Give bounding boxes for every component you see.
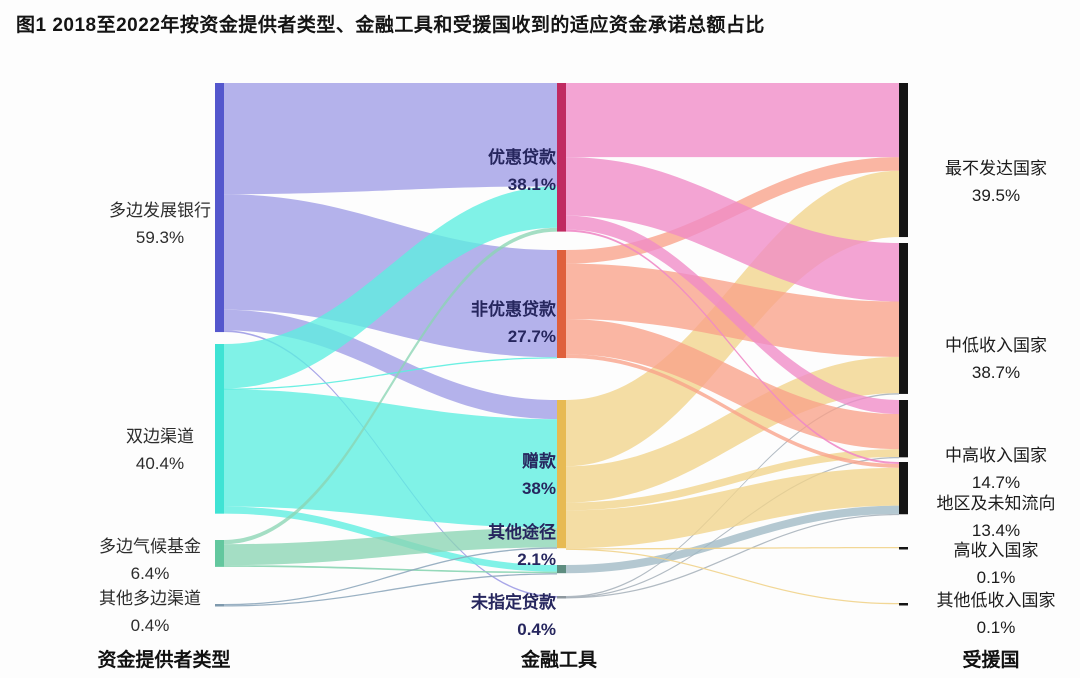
sankey-link-grant-hic <box>566 547 899 550</box>
node-label-grant: 赠款 38% <box>522 448 556 502</box>
node-label-omc-percent: 0.4% <box>130 616 170 635</box>
node-label-omc-name: 其他多边渠道 <box>99 589 201 608</box>
sankey-node-lmic <box>899 243 908 394</box>
node-label-ldc-percent: 39.5% <box>971 186 1021 205</box>
figure-title: 图1 2018至2022年按资金提供者类型、金融工具和受援国收到的适应资金承诺总… <box>16 15 765 36</box>
sankey-link-bil-conc <box>224 186 557 389</box>
column-title-financial-instrument: 金融工具 <box>520 650 598 671</box>
node-label-omc: 其他多边渠道 0.4% <box>99 585 201 639</box>
node-label-reg-name: 地区及未知流向 <box>936 494 1056 513</box>
node-label-unspec-name: 未指定贷款 <box>471 593 556 612</box>
node-label-other-name: 其他途径 <box>488 523 556 542</box>
node-label-other-percent: 2.1% <box>517 550 556 569</box>
sankey-link-bil-nonconc <box>224 357 557 390</box>
sankey-link-bil-grant <box>224 389 557 528</box>
node-label-mdb-percent: 59.3% <box>135 228 185 247</box>
node-label-ldc: 最不发达国家 39.5% <box>945 155 1047 209</box>
node-label-nonconc-name: 非优惠贷款 <box>471 300 556 319</box>
node-label-ldc-name: 最不发达国家 <box>945 159 1047 178</box>
node-label-conc-name: 优惠贷款 <box>488 148 556 167</box>
sankey-link-conc-reg <box>566 229 899 464</box>
sankey-node-conc <box>557 83 566 232</box>
sankey-link-conc-lmic <box>566 157 899 302</box>
node-label-umic-name: 中高收入国家 <box>945 446 1047 465</box>
node-label-unspec-percent: 0.4% <box>517 620 556 639</box>
sankey-node-bil <box>215 344 224 514</box>
node-label-conc-percent: 38.1% <box>507 175 556 194</box>
sankey-link-mcf-grant <box>224 527 557 566</box>
sankey-link-grant-reg <box>566 467 899 549</box>
sankey-node-reg <box>899 462 908 515</box>
node-label-lmic: 中低收入国家 38.7% <box>945 332 1047 386</box>
sankey-link-other-reg <box>566 505 899 574</box>
sankey-node-grant <box>557 400 566 549</box>
node-label-umic: 中高收入国家 14.7% <box>945 442 1047 496</box>
node-label-mcf-percent: 6.4% <box>130 564 170 583</box>
sankey-node-mdb <box>215 83 224 333</box>
node-label-mcf-name: 多边气候基金 <box>99 537 201 556</box>
node-label-grant-percent: 38% <box>521 479 556 498</box>
sankey-link-grant-olic <box>566 548 899 605</box>
node-label-mcf: 多边气候基金 6.4% <box>99 533 201 587</box>
sankey-link-unspec-umic <box>566 456 899 599</box>
sankey-link-conc-umic <box>566 215 899 415</box>
sankey-link-nonconc-umic <box>566 319 899 450</box>
sankey-link-conc-ldc <box>566 83 899 158</box>
node-label-lmic-percent: 38.7% <box>971 363 1021 382</box>
sankey-link-omc-other <box>224 573 557 607</box>
node-label-olic: 其他低收入国家 0.1% <box>937 587 1056 641</box>
node-label-nonconc-percent: 27.7% <box>507 327 556 346</box>
sankey-node-olic <box>899 603 908 606</box>
column-title-provider-type: 资金提供者类型 <box>97 650 231 671</box>
sankey-link-mcf-conc <box>224 227 557 545</box>
node-label-conc: 优惠贷款 38.1% <box>488 144 556 198</box>
sankey-link-unspec-reg <box>566 513 899 599</box>
node-label-reg: 地区及未知流向 13.4% <box>937 490 1056 544</box>
node-label-other: 其他途径 2.1% <box>488 519 556 573</box>
node-label-olic-percent: 0.1% <box>976 618 1016 637</box>
sankey-node-omc <box>215 604 224 607</box>
sankey-node-ldc <box>899 83 908 238</box>
sankey-link-omc-grant <box>224 547 557 606</box>
node-label-nonconc: 非优惠贷款 27.7% <box>471 296 556 350</box>
node-label-lmic-name: 中低收入国家 <box>945 336 1047 355</box>
sankey-node-umic <box>899 400 908 458</box>
node-label-bil-percent: 40.4% <box>135 454 185 473</box>
node-label-bil-name: 双边渠道 <box>126 427 194 446</box>
node-label-hic-name: 高收入国家 <box>953 541 1039 560</box>
node-label-hic-percent: 0.1% <box>976 568 1016 587</box>
sankey-node-nonconc <box>557 250 566 359</box>
node-label-mdb: 多边发展银行 59.3% <box>109 197 211 251</box>
sankey-node-other <box>557 565 566 574</box>
node-label-olic-name: 其他低收入国家 <box>936 591 1056 610</box>
sankey-link-mcf-other <box>224 565 557 574</box>
sankey-node-hic <box>899 547 908 550</box>
sankey-node-mcf <box>215 540 224 567</box>
sankey-link-nonconc-reg <box>566 354 899 468</box>
node-label-reg-percent: 13.4% <box>971 521 1021 540</box>
node-label-mdb-name: 多边发展银行 <box>109 201 211 220</box>
node-label-grant-name: 赠款 <box>522 452 556 471</box>
sankey-node-unspec <box>557 596 566 599</box>
node-label-unspec: 未指定贷款 0.4% <box>471 589 556 643</box>
node-label-hic: 高收入国家 0.1% <box>954 537 1039 591</box>
sankey-link-grant-umic <box>566 449 899 511</box>
sankey-link-grant-lmic <box>566 356 899 503</box>
node-label-bil: 双边渠道 40.4% <box>126 423 194 477</box>
node-label-umic-percent: 14.7% <box>971 473 1021 492</box>
sankey-link-mdb-conc <box>224 83 557 195</box>
column-title-recipient-country: 受援国 <box>962 650 1020 671</box>
